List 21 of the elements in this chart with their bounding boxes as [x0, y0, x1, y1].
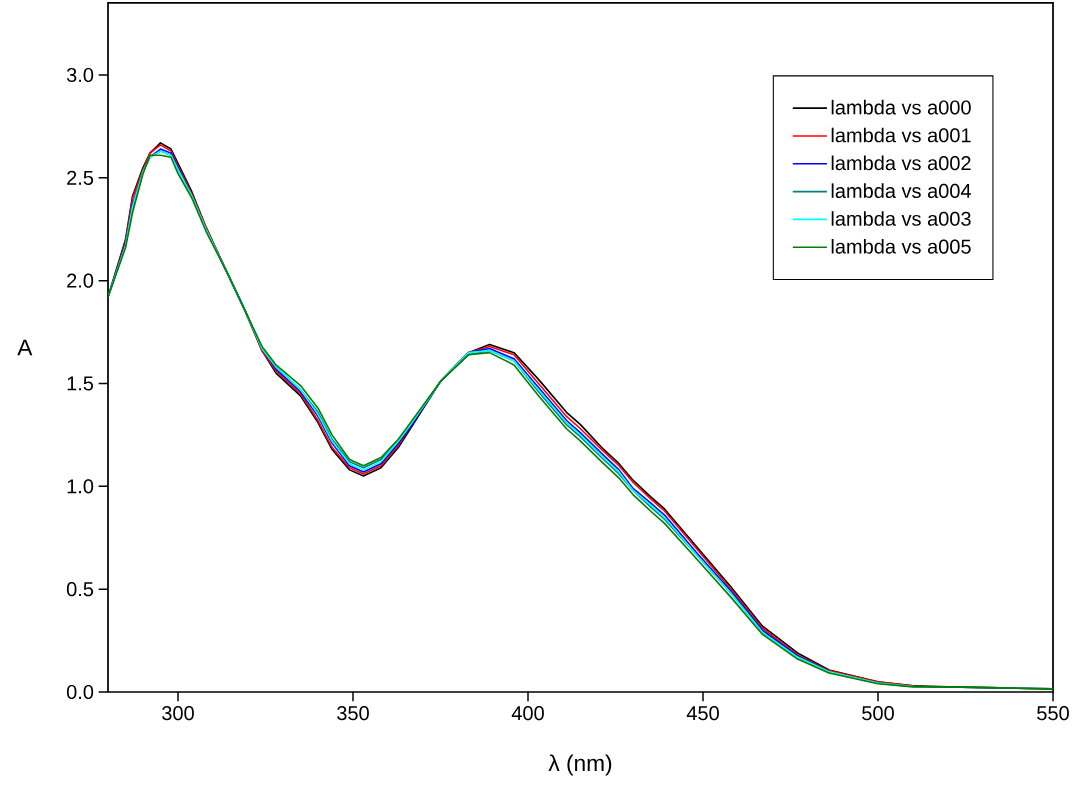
legend-label: lambda vs a001: [831, 127, 971, 143]
x-tick-label: 300: [162, 706, 194, 721]
y-tick-label: 0.0: [66, 684, 94, 700]
y-tick-label: 0.5: [66, 582, 94, 597]
y-tick-label: 1.5: [67, 376, 94, 391]
legend-label: lambda vs a000: [831, 99, 971, 115]
legend-label: lambda vs a004: [831, 183, 971, 199]
y-axis-title: A: [17, 339, 33, 356]
y-tick-label: 2.0: [67, 273, 94, 288]
x-tick-label: 350: [337, 706, 369, 721]
legend-label: lambda vs a002: [831, 155, 971, 171]
x-tick-label: 550: [1037, 706, 1069, 721]
y-tick-label: 2.5: [67, 170, 94, 185]
x-tick-label: 400: [511, 706, 544, 721]
y-tick-label: 1.0: [67, 479, 94, 494]
x-tick-label: 500: [862, 706, 894, 721]
x-axis-title: λ (nm): [548, 754, 612, 776]
legend-label: lambda vs a003: [831, 211, 971, 226]
legend-label: lambda vs a005: [831, 239, 971, 254]
x-tick-label: 450: [686, 706, 719, 721]
y-tick-label: 3.0: [66, 67, 94, 83]
